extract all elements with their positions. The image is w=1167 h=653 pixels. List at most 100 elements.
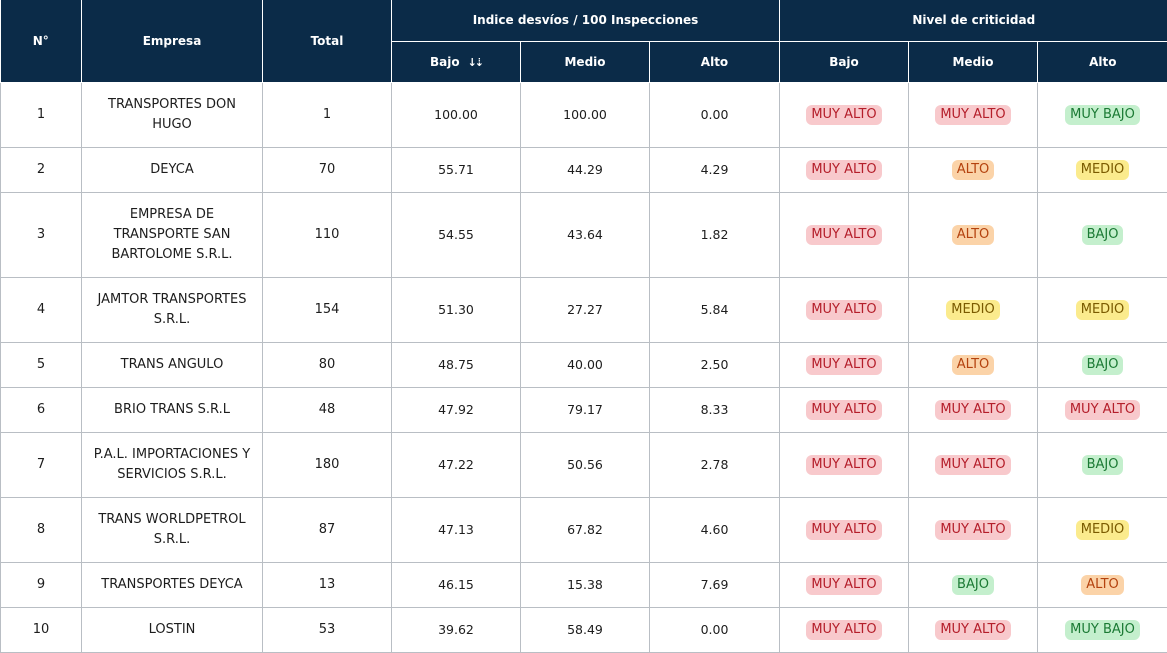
cell-indice-alto: 2.50 <box>649 341 780 388</box>
cell-total: 13 <box>262 561 392 608</box>
cell-indice-medio: 43.64 <box>520 191 650 278</box>
table-row[interactable]: 2 DEYCA 70 55.71 44.29 4.29 MUY ALTO ALTO MEDIO <box>0 146 1167 193</box>
column-header-empresa[interactable]: Empresa <box>81 0 263 83</box>
table-row[interactable]: 9 TRANSPORTES DEYCA 13 46.15 15.38 7.69 MUY AL… <box>0 561 1167 608</box>
criticality-badge: ALTO <box>1081 574 1124 595</box>
cell-indice-alto: 0.00 <box>649 81 780 148</box>
cell-nivel-medio: ALTO <box>908 191 1038 278</box>
group-header-indice: Indice desvíos / 100 Inspecciones <box>391 0 780 42</box>
column-header-indice-medio[interactable]: Medio <box>520 41 650 83</box>
cell-indice-bajo: 54.55 <box>391 191 521 278</box>
cell-indice-alto: 2.78 <box>649 431 780 498</box>
cell-number: 1 <box>0 81 82 148</box>
column-header-nivel-medio[interactable]: Medio <box>908 41 1038 83</box>
criticality-badge: MUY ALTO <box>935 619 1011 640</box>
cell-total: 180 <box>262 431 392 498</box>
criticality-badge: ALTO <box>951 159 995 180</box>
column-header-n[interactable]: N° <box>0 0 82 83</box>
criticality-badge: MUY ALTO <box>806 354 882 375</box>
cell-indice-medio: 67.82 <box>520 496 650 563</box>
cell-number: 2 <box>0 146 82 193</box>
cell-nivel-alto: MEDIO <box>1036 146 1167 193</box>
cell-total: 110 <box>262 191 392 278</box>
cell-empresa: TRANSPORTES DEYCA <box>81 561 263 608</box>
criticality-badge: MUY ALTO <box>935 454 1011 475</box>
column-header-nivel-alto[interactable]: Alto <box>1036 41 1167 83</box>
column-header-nivel-bajo[interactable]: Bajo <box>779 41 909 83</box>
criticality-badge: MUY ALTO <box>806 574 882 595</box>
criticality-badge: MUY ALTO <box>806 519 882 540</box>
table-body: 1 TRANSPORTES DON HUGO 1 100.00 100.00 0.00 MU… <box>0 81 1167 653</box>
cell-indice-alto: 1.82 <box>649 191 780 278</box>
cell-indice-bajo: 47.92 <box>391 386 521 433</box>
cell-empresa: P.A.L. IMPORTACIONES Y SERVICIOS S.R.L. <box>81 431 263 498</box>
criticality-badge: BAJO <box>1081 224 1124 245</box>
column-header-total[interactable]: Total <box>262 0 392 83</box>
cell-indice-medio: 44.29 <box>520 146 650 193</box>
criticality-badge: MUY ALTO <box>1064 399 1141 420</box>
cell-indice-medio: 15.38 <box>520 561 650 608</box>
cell-number: 8 <box>0 496 82 563</box>
cell-nivel-bajo: MUY ALTO <box>779 386 909 433</box>
cell-nivel-alto: BAJO <box>1036 341 1167 388</box>
table-row[interactable]: 4 JAMTOR TRANSPORTES S.R.L. 154 51.30 27.27 5… <box>0 276 1167 343</box>
cell-empresa: BRIO TRANS S.R.L <box>81 386 263 433</box>
cell-number: 4 <box>0 276 82 343</box>
cell-indice-medio: 40.00 <box>520 341 650 388</box>
cell-nivel-bajo: MUY ALTO <box>779 561 909 608</box>
cell-empresa: EMPRESA DE TRANSPORTE SAN BARTOLOME S.R.… <box>81 191 263 278</box>
column-header-label: Bajo <box>429 54 460 69</box>
criticality-badge: ALTO <box>951 224 995 245</box>
table-row[interactable]: 10 LOSTIN 53 39.62 58.49 0.00 MUY ALTO MUY ALTO… <box>0 606 1167 653</box>
cell-nivel-bajo: MUY ALTO <box>779 276 909 343</box>
cell-nivel-medio: MUY ALTO <box>908 81 1038 148</box>
cell-nivel-medio: MUY ALTO <box>908 496 1038 563</box>
cell-nivel-alto: MEDIO <box>1036 276 1167 343</box>
table-row[interactable]: 6 BRIO TRANS S.R.L 48 47.92 79.17 8.33 MUY ALT… <box>0 386 1167 433</box>
criticality-badge: MEDIO <box>1075 519 1130 540</box>
column-header-indice-bajo[interactable]: Bajo ↓⇣ <box>391 41 521 83</box>
table-row[interactable]: 8 TRANS WORLDPETROL S.R.L. 87 47.13 67.82 4.6… <box>0 496 1167 563</box>
cell-empresa: JAMTOR TRANSPORTES S.R.L. <box>81 276 263 343</box>
cell-indice-bajo: 39.62 <box>391 606 521 653</box>
cell-indice-bajo: 47.13 <box>391 496 521 563</box>
cell-nivel-medio: MUY ALTO <box>908 606 1038 653</box>
cell-nivel-bajo: MUY ALTO <box>779 606 909 653</box>
cell-total: 80 <box>262 341 392 388</box>
criticality-badge: MUY ALTO <box>806 299 882 320</box>
table-row[interactable]: 7 P.A.L. IMPORTACIONES Y SERVICIOS S.R.L.… <box>0 431 1167 498</box>
table-row[interactable]: 5 TRANS ANGULO 80 48.75 40.00 2.50 MUY ALTO ALT… <box>0 341 1167 388</box>
cell-nivel-alto: MUY BAJO <box>1036 81 1167 148</box>
cell-nivel-bajo: MUY ALTO <box>779 496 909 563</box>
criticality-badge: BAJO <box>1081 454 1124 475</box>
cell-nivel-alto: MUY BAJO <box>1036 606 1167 653</box>
column-header-indice-alto[interactable]: Alto <box>649 41 780 83</box>
cell-nivel-alto: MUY ALTO <box>1036 386 1167 433</box>
cell-indice-bajo: 100.00 <box>391 81 521 148</box>
table-row[interactable]: 3 EMPRESA DE TRANSPORTE SAN BARTOLOME S.R… <box>0 191 1167 278</box>
cell-number: 9 <box>0 561 82 608</box>
cell-nivel-alto: BAJO <box>1036 431 1167 498</box>
sort-descending-icon[interactable]: ↓⇣ <box>467 55 485 69</box>
cell-total: 70 <box>262 146 392 193</box>
cell-total: 1 <box>262 81 392 148</box>
criticality-badge: MUY BAJO <box>1065 104 1140 125</box>
criticality-badge: MUY ALTO <box>806 399 882 420</box>
cell-indice-bajo: 48.75 <box>391 341 521 388</box>
table-row[interactable]: 1 TRANSPORTES DON HUGO 1 100.00 100.00 0.00 MU… <box>0 81 1167 148</box>
criticality-badge: BAJO <box>952 574 994 595</box>
cell-nivel-medio: MEDIO <box>908 276 1038 343</box>
cell-empresa: LOSTIN <box>81 606 263 653</box>
cell-total: 154 <box>262 276 392 343</box>
cell-number: 5 <box>0 341 82 388</box>
cell-empresa: TRANSPORTES DON HUGO <box>81 81 263 148</box>
cell-nivel-bajo: MUY ALTO <box>779 431 909 498</box>
criticality-badge: BAJO <box>1081 354 1124 375</box>
cell-nivel-medio: ALTO <box>908 146 1038 193</box>
criticality-badge: MUY ALTO <box>935 104 1011 125</box>
cell-empresa: TRANS WORLDPETROL S.R.L. <box>81 496 263 563</box>
criticality-badge: MEDIO <box>946 299 1000 320</box>
cell-indice-medio: 27.27 <box>520 276 650 343</box>
cell-indice-alto: 4.29 <box>649 146 780 193</box>
